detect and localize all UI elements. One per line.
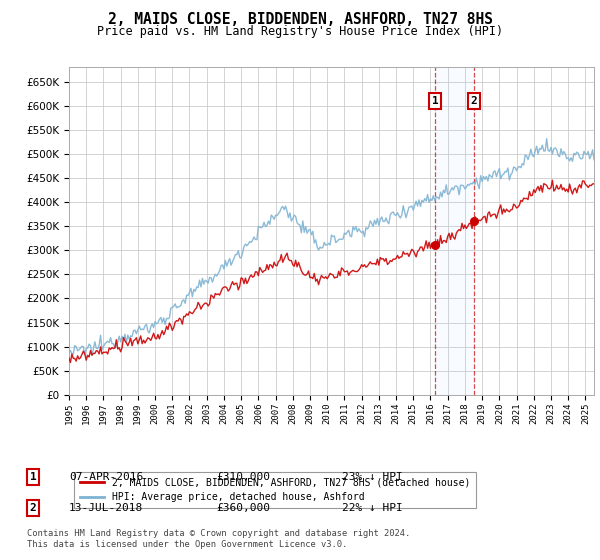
Text: 1: 1 <box>432 96 439 106</box>
Text: £310,000: £310,000 <box>216 472 270 482</box>
Text: 23% ↓ HPI: 23% ↓ HPI <box>342 472 403 482</box>
Text: 2: 2 <box>471 96 478 106</box>
Text: 2, MAIDS CLOSE, BIDDENDEN, ASHFORD, TN27 8HS: 2, MAIDS CLOSE, BIDDENDEN, ASHFORD, TN27… <box>107 12 493 27</box>
Text: 2: 2 <box>29 503 37 513</box>
Text: Price paid vs. HM Land Registry's House Price Index (HPI): Price paid vs. HM Land Registry's House … <box>97 25 503 38</box>
Legend: 2, MAIDS CLOSE, BIDDENDEN, ASHFORD, TN27 8HS (detached house), HPI: Average pric: 2, MAIDS CLOSE, BIDDENDEN, ASHFORD, TN27… <box>74 472 476 508</box>
Text: 07-APR-2016: 07-APR-2016 <box>69 472 143 482</box>
Text: 13-JUL-2018: 13-JUL-2018 <box>69 503 143 513</box>
Text: 22% ↓ HPI: 22% ↓ HPI <box>342 503 403 513</box>
Text: Contains HM Land Registry data © Crown copyright and database right 2024.
This d: Contains HM Land Registry data © Crown c… <box>27 529 410 549</box>
Bar <box>435 67 474 395</box>
Text: 1: 1 <box>29 472 37 482</box>
Text: £360,000: £360,000 <box>216 503 270 513</box>
